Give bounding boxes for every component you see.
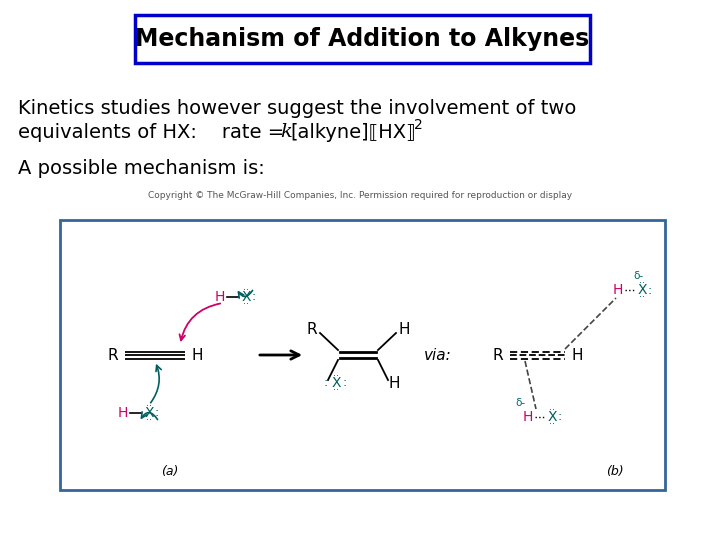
Text: :: :: [558, 410, 562, 423]
Text: X: X: [547, 410, 557, 424]
Text: ··: ··: [639, 278, 645, 288]
Text: H: H: [215, 290, 225, 304]
Text: :: :: [343, 376, 347, 389]
Text: R: R: [307, 321, 318, 336]
Text: ··: ··: [243, 299, 249, 309]
Text: ··: ··: [146, 401, 152, 411]
Text: ··: ··: [333, 371, 339, 381]
Text: [alkyne]⟦HX⟧: [alkyne]⟦HX⟧: [290, 123, 415, 141]
Text: X: X: [144, 406, 154, 420]
Text: X: X: [241, 290, 251, 304]
Text: ··: ··: [243, 285, 249, 295]
Text: H: H: [192, 348, 203, 362]
Text: equivalents of HX:    rate =: equivalents of HX: rate =: [18, 123, 290, 141]
Text: 2: 2: [414, 118, 423, 132]
Text: k: k: [280, 123, 292, 141]
Text: ··: ··: [639, 292, 645, 302]
Text: ··: ··: [333, 385, 339, 395]
Text: δ-: δ-: [515, 398, 525, 408]
FancyBboxPatch shape: [60, 220, 665, 490]
Text: Copyright © The McGraw-Hill Companies, Inc. Permission required for reproduction: Copyright © The McGraw-Hill Companies, I…: [148, 191, 572, 199]
Text: :: :: [648, 284, 652, 296]
Text: X: X: [331, 376, 341, 390]
Text: H: H: [571, 348, 582, 362]
Text: (b): (b): [606, 465, 624, 478]
Text: A possible mechanism is:: A possible mechanism is:: [18, 159, 265, 178]
Text: H: H: [388, 375, 400, 390]
FancyBboxPatch shape: [135, 15, 590, 63]
Text: ··: ··: [549, 419, 555, 429]
Text: :: :: [324, 376, 328, 389]
Text: via:: via:: [424, 348, 452, 362]
Text: X: X: [637, 283, 647, 297]
Text: H: H: [398, 321, 410, 336]
Text: ··: ··: [146, 415, 152, 425]
Text: Kinetics studies however suggest the involvement of two: Kinetics studies however suggest the inv…: [18, 98, 577, 118]
Text: H: H: [523, 410, 534, 424]
Text: H: H: [613, 283, 624, 297]
Text: R: R: [492, 348, 503, 362]
Text: (a): (a): [161, 465, 179, 478]
Text: R: R: [108, 348, 118, 362]
Text: :: :: [252, 291, 256, 303]
Text: δ-: δ-: [633, 271, 643, 281]
Text: ··: ··: [549, 405, 555, 415]
Text: Mechanism of Addition to Alkynes: Mechanism of Addition to Alkynes: [135, 27, 590, 51]
Text: :: :: [155, 407, 159, 420]
Text: H: H: [118, 406, 128, 420]
